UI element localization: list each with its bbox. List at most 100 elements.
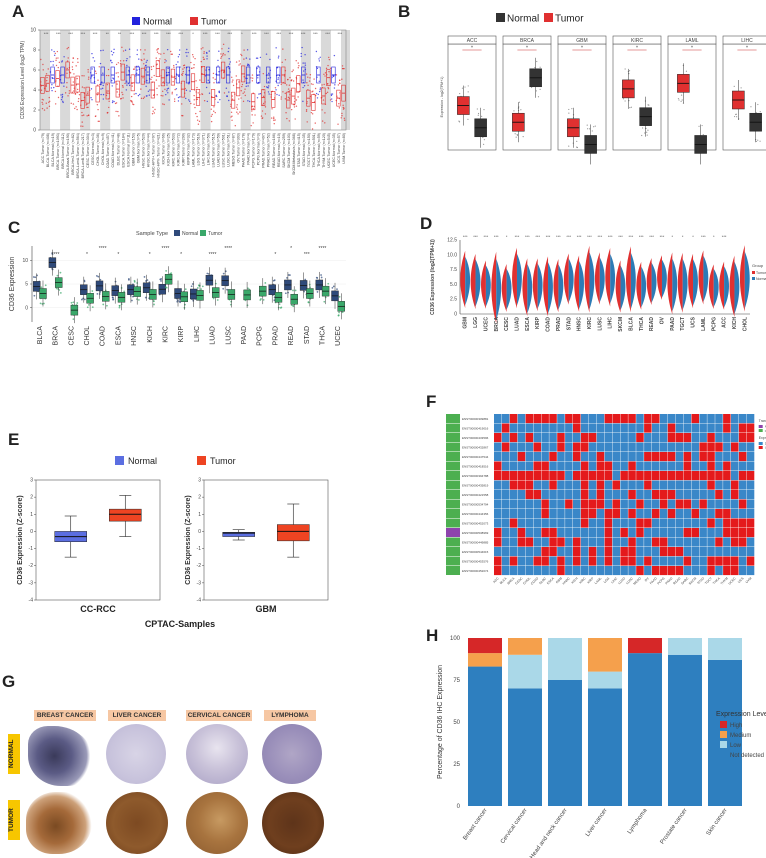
heatmap-cell	[691, 480, 699, 490]
jitter-point	[286, 276, 288, 279]
jitter-point	[220, 55, 223, 58]
jitter-point	[136, 69, 138, 71]
heatmap-cell	[667, 537, 676, 547]
violin-normal	[610, 253, 616, 304]
x-tick-label: UCEC	[335, 326, 342, 346]
jitter-point	[328, 58, 331, 61]
y-tick-label: 2.5	[450, 297, 457, 303]
tissue-cervical-normal	[186, 724, 248, 784]
transcript-label: ENST00000435819	[462, 484, 489, 488]
heatmap-cell	[652, 423, 660, 433]
heatmap-cell	[494, 461, 502, 471]
heatmap-cell	[509, 433, 518, 443]
legend-noncoding-label: Non Coding	[765, 425, 766, 429]
jitter-point	[338, 103, 340, 105]
jitter-point	[100, 88, 102, 90]
jitter-point	[333, 87, 336, 89]
jitter-point	[199, 110, 201, 113]
jitter-point	[208, 69, 210, 71]
subplot-title: GBM	[576, 38, 587, 44]
jitter-point	[138, 58, 140, 60]
cancer-label: TGCT	[704, 576, 713, 585]
y-tick-label: 8	[33, 48, 36, 54]
heatmap-cell	[675, 442, 684, 452]
legend-title: Expression Level	[716, 711, 766, 718]
jitter-point	[107, 92, 109, 94]
jitter-point	[48, 96, 50, 99]
x-tick-label: DLBC.Tumor (n=48)	[116, 133, 120, 165]
jitter-point	[70, 301, 73, 304]
heatmap-cell	[746, 442, 755, 452]
heatmap-cell	[620, 442, 628, 452]
jitter-point	[231, 98, 234, 100]
jitter-point	[54, 103, 57, 105]
jitter-point	[152, 110, 154, 112]
heatmap-cell	[659, 518, 668, 528]
x-tick-label: CESC.Tumor (n=304)	[86, 133, 90, 168]
cancer-label: CESC	[514, 576, 524, 586]
jitter-point	[115, 72, 117, 74]
heatmap-cell	[501, 461, 510, 471]
jitter-point	[312, 90, 314, 92]
heatmap-cell	[738, 423, 747, 433]
transcript-label: ENST00000544615	[462, 550, 489, 554]
jitter-point	[261, 117, 264, 119]
jitter-point	[112, 78, 115, 80]
legend-tumor-label: Tumor	[756, 271, 766, 275]
violin-normal	[713, 268, 719, 307]
jitter-point	[153, 74, 155, 77]
heatmap-cell	[636, 499, 644, 509]
jitter-point	[156, 94, 158, 96]
heatmap-cell	[659, 537, 668, 547]
jitter-point	[191, 67, 193, 70]
heatmap-cell	[675, 528, 684, 538]
heatmap-cell	[746, 433, 755, 443]
jitter-point	[681, 99, 683, 101]
heatmap-cell	[501, 414, 510, 424]
heatmap-cell	[659, 547, 668, 557]
jitter-point	[59, 292, 62, 294]
jitter-point	[133, 280, 136, 283]
heatmap-cell	[707, 537, 715, 547]
heatmap-cell	[683, 423, 692, 433]
jitter-point	[55, 64, 58, 67]
panel-d-label: D	[420, 214, 433, 233]
x-tick-label: BLCA	[37, 326, 44, 345]
jitter-point	[467, 85, 469, 87]
jitter-point	[735, 113, 737, 116]
heatmap-cell	[620, 423, 628, 433]
cancer-label: SARC	[680, 576, 690, 586]
jitter-point	[203, 58, 205, 60]
jitter-point	[316, 291, 319, 293]
jitter-point	[239, 111, 241, 113]
cancer-label: COAD	[530, 576, 540, 586]
jitter-point	[310, 83, 313, 85]
jitter-point	[162, 103, 164, 105]
heatmap-cell	[652, 414, 660, 424]
heatmap-cell	[723, 509, 731, 519]
x-tick-label: LIHC.Normal (n=50)	[207, 133, 211, 165]
legend-label: Not detected	[730, 753, 764, 759]
x-tick-label: LUAD.Normal (n=59)	[217, 133, 221, 167]
biotype-cell	[446, 547, 460, 556]
shade-band	[80, 30, 91, 130]
jitter-point	[231, 95, 234, 97]
jitter-point	[144, 66, 146, 68]
bar-segment	[468, 666, 502, 806]
significance-star: ***	[81, 31, 86, 36]
heatmap-cell	[580, 556, 589, 566]
jitter-point	[154, 108, 156, 111]
jitter-point	[282, 48, 284, 50]
jitter-point	[235, 75, 237, 77]
heatmap-cell	[699, 414, 707, 424]
jitter-point	[188, 83, 190, 85]
jitter-point	[58, 61, 61, 64]
jitter-point	[106, 112, 109, 114]
bar-segment	[668, 638, 702, 655]
jitter-point	[90, 97, 92, 99]
heatmap-cell	[691, 509, 699, 519]
jitter-point	[155, 57, 157, 59]
jitter-point	[646, 134, 648, 136]
jitter-point	[95, 72, 97, 75]
